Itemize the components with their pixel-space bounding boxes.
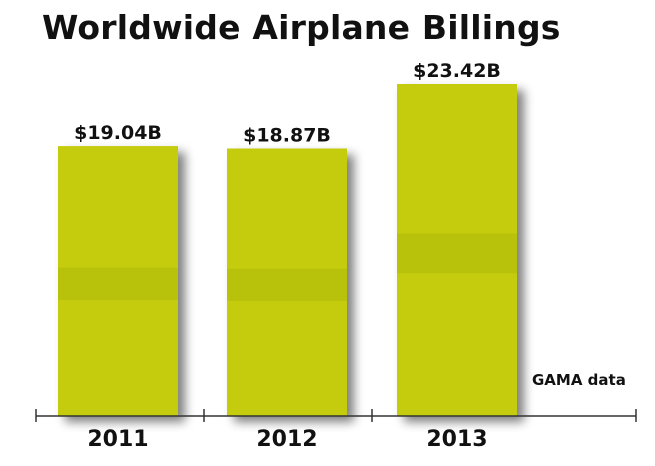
bar-texture-2011 [58, 267, 178, 300]
data-label-2012: $18.87B [243, 125, 331, 147]
bars-group: $19.04B 2011 $18.87B 2012 $23.42B 2013 [58, 60, 517, 452]
bar-texture-2012 [227, 268, 347, 301]
x-tick-label-2011: 2011 [87, 427, 148, 452]
source-note: GAMA data [532, 371, 626, 389]
chart-title: Worldwide Airplane Billings [42, 8, 561, 47]
bar-texture-2013 [397, 233, 517, 274]
x-axis [35, 409, 637, 422]
data-label-2011: $19.04B [74, 122, 162, 144]
data-label-2013: $23.42B [413, 60, 501, 82]
x-tick-label-2012: 2012 [256, 427, 317, 452]
x-tick-label-2013: 2013 [426, 427, 487, 452]
